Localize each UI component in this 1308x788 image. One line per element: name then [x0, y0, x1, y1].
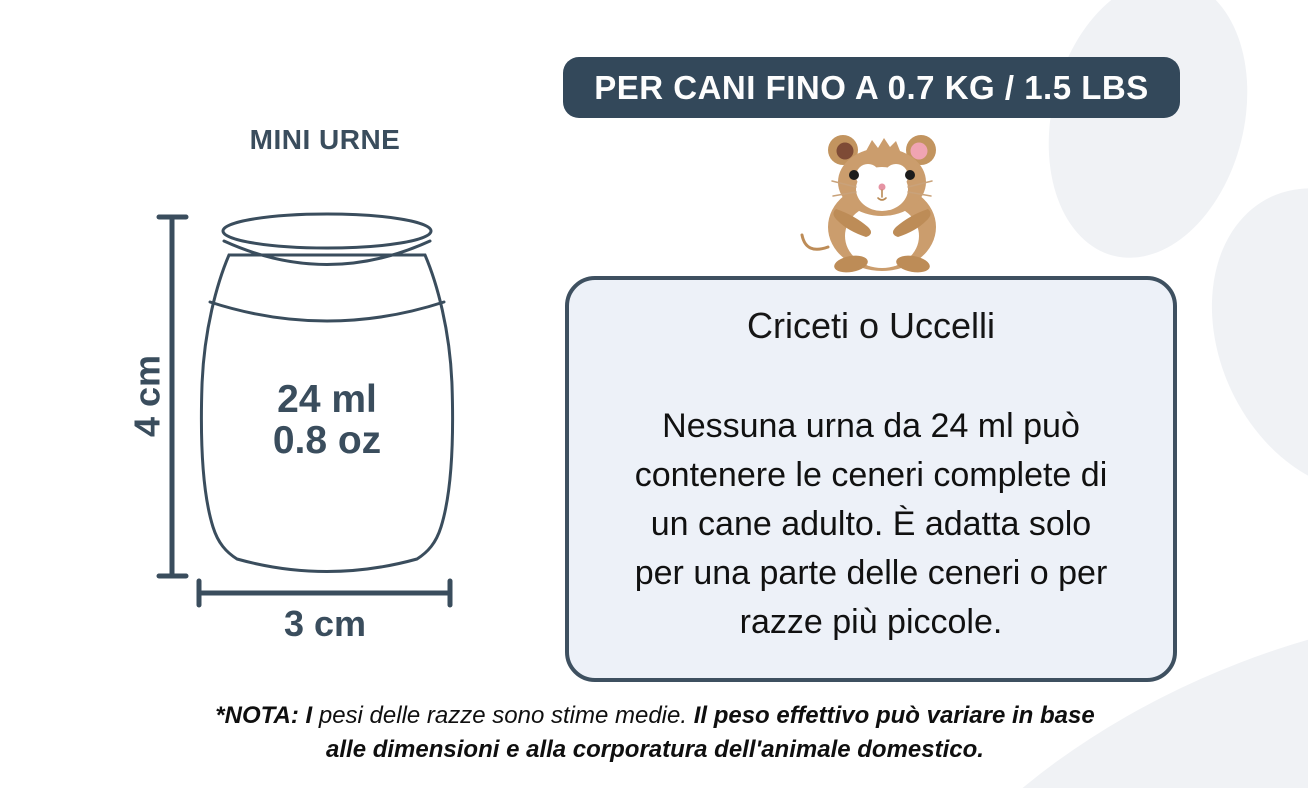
- hamster-feet: [834, 255, 930, 273]
- info-card-text-line: razze più piccole.: [739, 603, 1003, 641]
- info-card-text-line: contenere le ceneri complete di: [634, 456, 1108, 494]
- footnote-bold-2: alle dimensioni e alla corporatura dell'…: [326, 736, 984, 763]
- info-card-text-line: per una parte delle ceneri o per: [634, 554, 1108, 592]
- hamster-belly: [845, 204, 919, 268]
- footnote-prefix: *NOTA: I: [215, 702, 313, 729]
- footnote-line-1: *NOTA: I pesi delle razze sono stime med…: [150, 699, 1160, 733]
- weight-banner: PER CANI FINO A 0.7 KG / 1.5 LBS: [563, 57, 1180, 118]
- hamster-icon: [800, 135, 936, 273]
- hamster-tuft: [866, 138, 900, 151]
- paw-pad-shape: [887, 613, 1308, 788]
- info-card: Criceti o Uccelli Nessuna urna da 24 ml …: [565, 276, 1177, 682]
- hamster-eyes: [849, 170, 915, 180]
- footnote-bold-1: Il peso effettivo può variare in base: [693, 702, 1095, 729]
- height-dimension-line: [156, 214, 189, 579]
- urn-diagram: 24 ml 0.8 oz 3 cm 4 cm: [127, 212, 455, 644]
- figure-title: MINI URNE: [249, 124, 401, 155]
- footnote-regular: pesi delle razze sono stime medie.: [312, 702, 694, 729]
- footnote-line-2: alle dimensioni e alla corporatura dell'…: [150, 733, 1160, 767]
- width-dimension-line: [196, 578, 453, 608]
- urn-outline: [199, 212, 455, 573]
- hamster-nose: [877, 183, 887, 201]
- footnote: *NOTA: I pesi delle razze sono stime med…: [150, 699, 1160, 767]
- hamster-tail: [800, 233, 830, 251]
- hamster-arms: [833, 209, 931, 237]
- paw-toe-shape: [1211, 188, 1308, 492]
- urn-volume-oz-label: 0.8 oz: [273, 419, 381, 462]
- info-card-title: Criceti o Uccelli: [746, 305, 996, 346]
- urn-volume-ml-label: 24 ml: [277, 378, 377, 421]
- info-card-text-line: Nessuna urna da 24 ml può: [662, 407, 1080, 445]
- paw-toe-shape: [1048, 0, 1248, 258]
- urn-width-label: 3 cm: [284, 603, 366, 644]
- info-card-text-line: un cane adulto. È adatta solo: [650, 505, 1092, 543]
- hamster-whiskers: [831, 180, 933, 197]
- urn-height-label: 4 cm: [127, 355, 168, 437]
- weight-banner-label: PER CANI FINO A 0.7 KG / 1.5 LBS: [594, 68, 1149, 106]
- hamster-ears: [828, 135, 936, 165]
